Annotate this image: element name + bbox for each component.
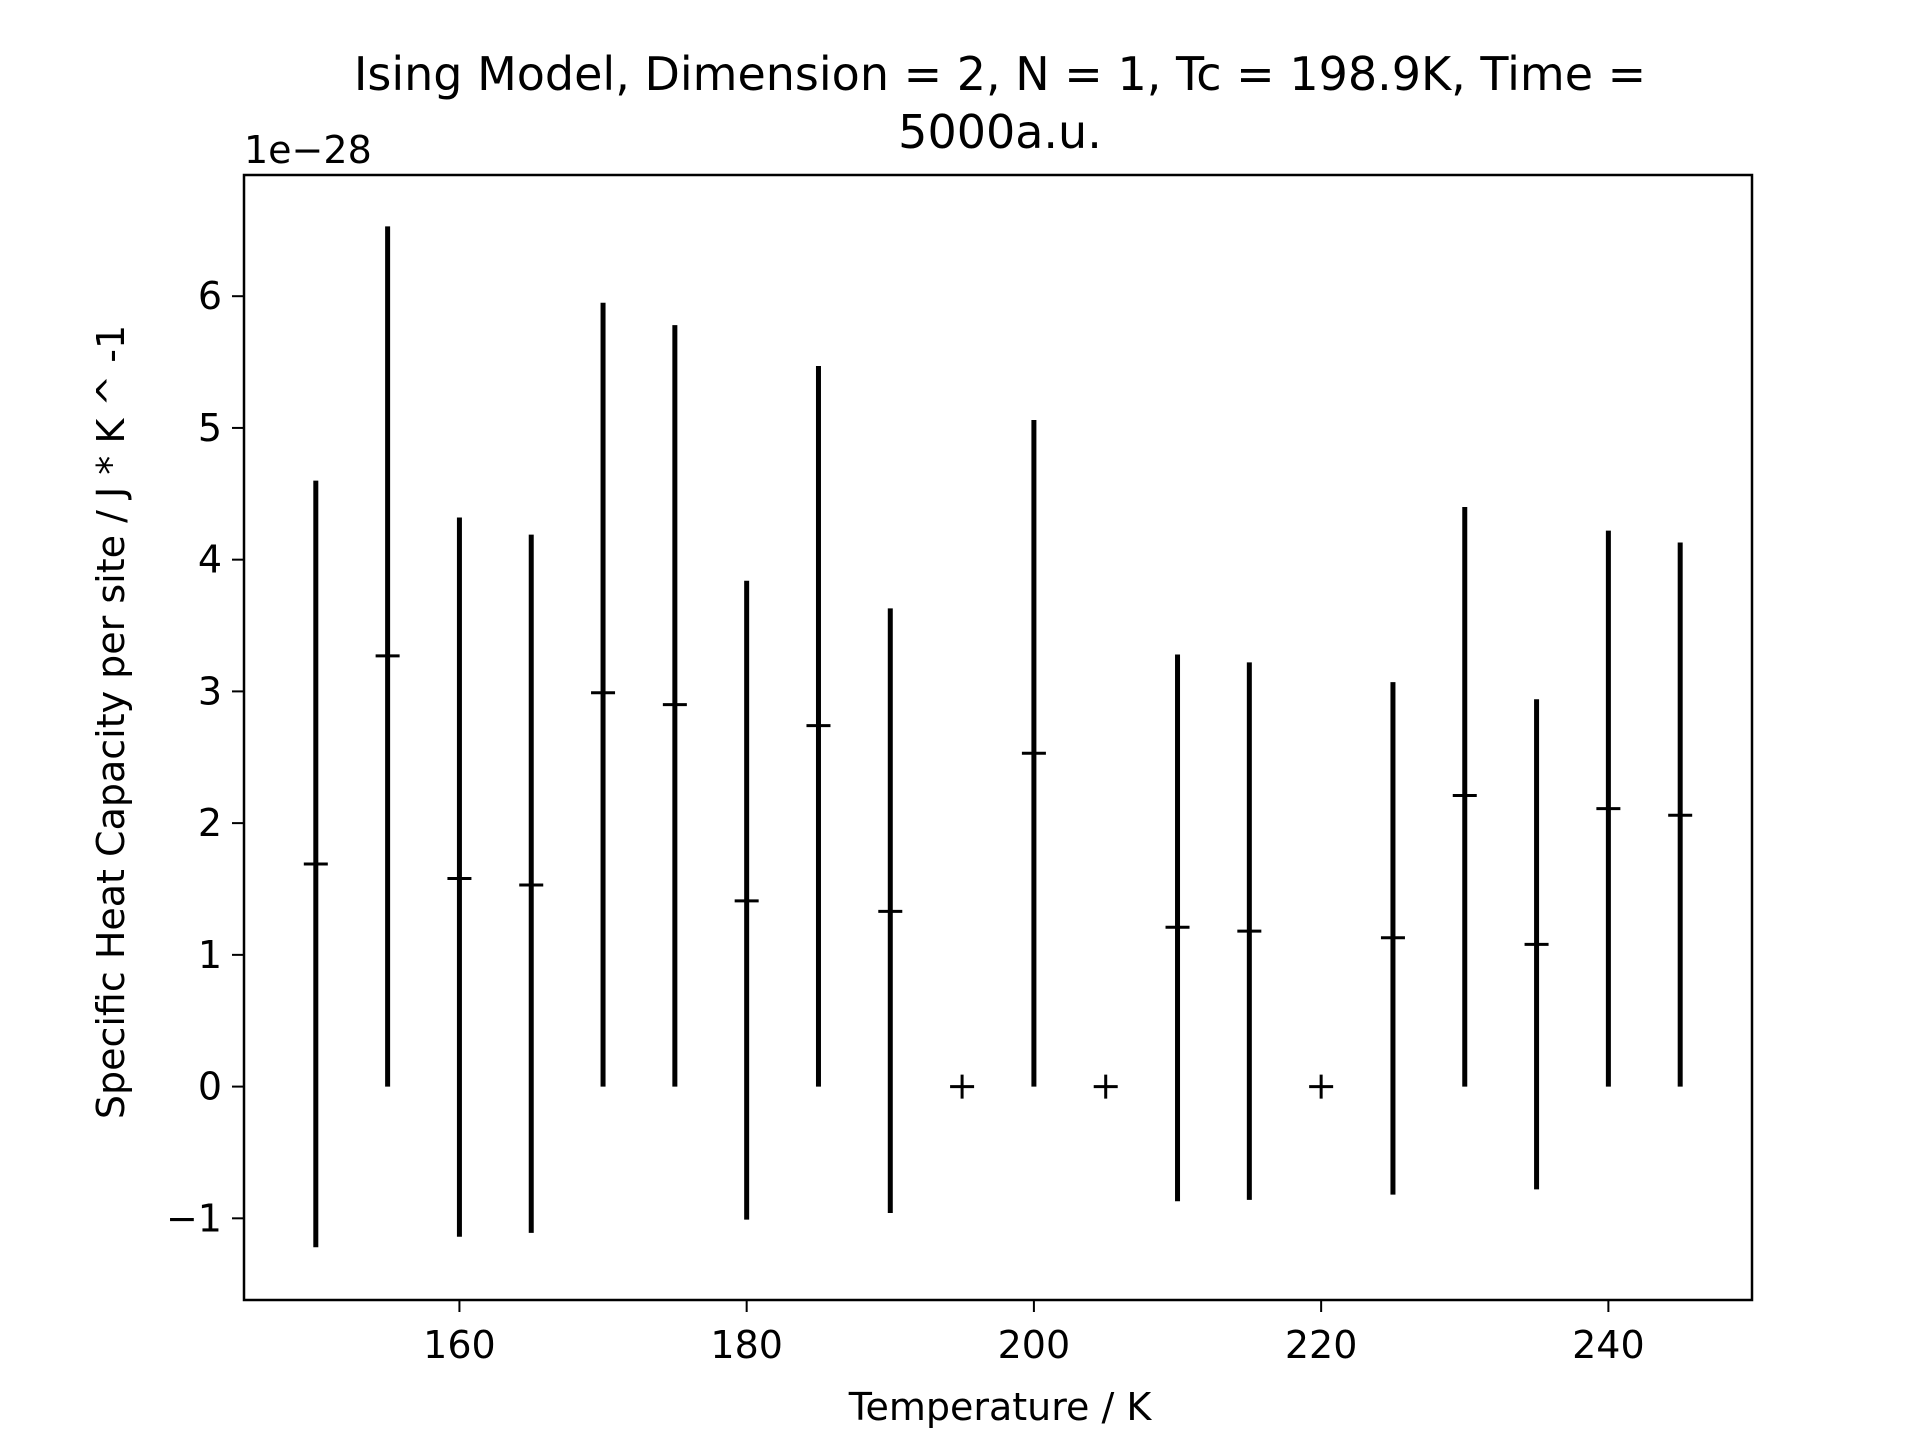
data-point-marker xyxy=(519,873,544,898)
x-axis-label: Temperature / K xyxy=(848,1385,1153,1429)
plot-frame xyxy=(242,173,1754,1302)
data-point-marker xyxy=(303,851,328,876)
data-point-marker xyxy=(1524,932,1549,957)
chart-title: Ising Model, Dimension = 2, N = 1, Tc = … xyxy=(354,47,1646,159)
data-point-marker xyxy=(1237,919,1262,944)
chart-title-line-1: Ising Model, Dimension = 2, N = 1, Tc = … xyxy=(354,47,1646,101)
data-point-marker xyxy=(878,899,903,924)
y-offset-label: 1e−28 xyxy=(244,128,372,172)
error-bars xyxy=(313,226,1683,1248)
y-tick-label: 6 xyxy=(198,274,222,318)
y-tick-label: 1 xyxy=(198,933,222,977)
data-point-marker xyxy=(662,692,687,717)
data-point-marker xyxy=(447,866,472,891)
data-point-marker xyxy=(806,713,831,738)
y-tick-label: −1 xyxy=(166,1196,222,1240)
x-tick-label: 240 xyxy=(1572,1323,1645,1367)
data-markers xyxy=(303,643,1693,1099)
x-tick-label: 200 xyxy=(998,1323,1071,1367)
data-point-marker xyxy=(375,643,400,668)
y-axis-label: Specific Heat Capacity per site / J * K … xyxy=(89,325,133,1119)
y-tick-label: 0 xyxy=(198,1065,222,1109)
y-tick-label: 4 xyxy=(198,538,222,582)
data-point-marker xyxy=(1668,803,1693,828)
data-point-marker xyxy=(591,680,616,705)
y-tick-label: 3 xyxy=(198,669,222,713)
y-tick-label: 5 xyxy=(198,406,222,450)
data-point-marker xyxy=(1021,741,1046,766)
data-point-marker xyxy=(950,1074,975,1099)
x-tick-label: 160 xyxy=(423,1323,496,1367)
x-tick-label: 220 xyxy=(1285,1323,1358,1367)
data-point-marker xyxy=(1596,796,1621,821)
data-point-marker xyxy=(1165,915,1190,940)
axis-ticks: 160 180 200 220 240 −1 0 1 2 3 4 5 6 xyxy=(166,274,1645,1367)
data-point-marker xyxy=(734,888,759,913)
data-point-marker xyxy=(1309,1074,1334,1099)
y-tick-label: 2 xyxy=(198,801,222,845)
data-point-marker xyxy=(1380,925,1405,950)
data-point-marker xyxy=(1093,1074,1118,1099)
data-point-marker xyxy=(1452,783,1477,808)
x-tick-label: 180 xyxy=(710,1323,783,1367)
chart-title-line-2: 5000a.u. xyxy=(898,105,1102,159)
